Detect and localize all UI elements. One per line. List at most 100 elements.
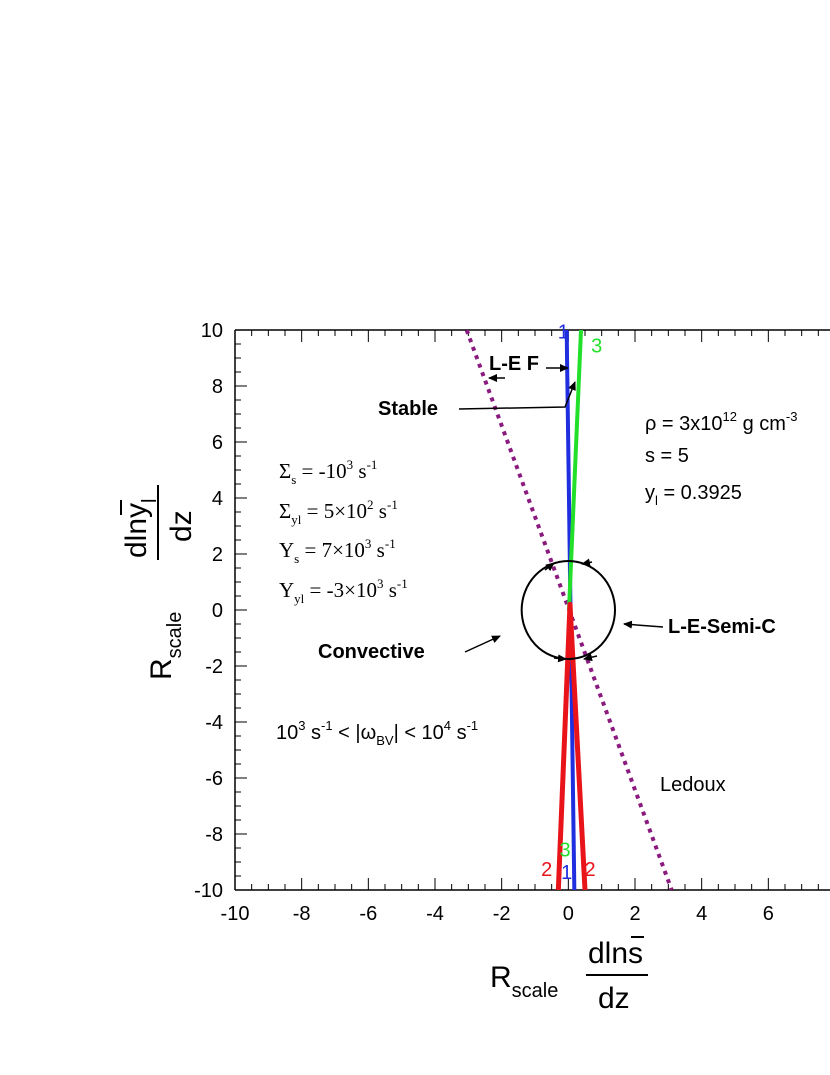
y-axis-main: R (145, 658, 178, 680)
yl-sub: l (655, 493, 658, 508)
circle-arrow-bottom-right (583, 653, 598, 662)
rho-post: g cm (737, 413, 786, 435)
x-axis-main: R (490, 961, 512, 994)
sigma-yl-exp: 2 (367, 497, 374, 512)
omega-b-exp: -1 (321, 718, 333, 733)
x-tick-label: 2 (629, 903, 640, 925)
upsilon-s-mid: = 7×10 (299, 538, 365, 562)
y-tick-label: -10 (194, 880, 223, 902)
curve-label: 3 (591, 335, 602, 357)
omega-d: | < 10 (394, 722, 444, 744)
y-tick-label: -2 (205, 656, 223, 678)
stable-arrow (458, 381, 576, 410)
circle-arrow-bottom-left (553, 654, 567, 663)
upsilon-s-exp: 3 (365, 536, 372, 551)
yl-post: = 0.3925 (658, 482, 742, 504)
rho-pre: ρ = 3x10 (645, 413, 723, 435)
sigma-yl-post: s (374, 499, 387, 523)
convective-label: Convective (318, 641, 425, 663)
upsilon-s-label: Υs = 7×103 s-1 (279, 536, 396, 566)
semi-arrow (623, 620, 664, 629)
omega-c-sub: BV (376, 733, 394, 748)
x-axis-title-main: Rscale (490, 961, 558, 1002)
y-axis-title: Rscale dlnyl dz (120, 485, 198, 680)
x-tick-label: 6 (763, 903, 774, 925)
stable-label: Stable (378, 398, 438, 420)
y-tick-label: 6 (212, 432, 223, 454)
rho-exp: 12 (723, 409, 737, 424)
x-tick-label: 0 (563, 903, 574, 925)
y-tick-label: 4 (212, 488, 223, 510)
x-tick-label: -6 (359, 903, 377, 925)
upsilon-yl-pre: Υ (279, 578, 294, 602)
omega-e-exp: -1 (467, 718, 479, 733)
omega-a: 10 (276, 722, 298, 744)
series-layer (464, 330, 674, 890)
sigma-s-sub: s (291, 472, 296, 487)
y-axis-sub: scale (164, 612, 186, 659)
rho-exp2: -3 (786, 409, 798, 424)
cycle-circle (520, 560, 616, 660)
circle-arrow-top-left (544, 562, 555, 572)
series-2 (555, 601, 588, 890)
sigma-s-exp: 3 (347, 457, 354, 472)
x-tick-label: -2 (493, 903, 511, 925)
y-tick-label: -8 (205, 824, 223, 846)
y-axis-num-sub: l (139, 499, 161, 503)
x-axis-num: dlns (588, 937, 643, 970)
upsilon-yl-exp: 3 (377, 576, 384, 591)
y-tick-label: 0 (212, 600, 223, 622)
omega-d-exp: 4 (444, 718, 451, 733)
circle-arrow-top-right (581, 558, 593, 567)
x-tick-label: -8 (293, 903, 311, 925)
curve-label: 1 (558, 321, 569, 343)
s-label: s = 5 (645, 445, 689, 467)
y-axis-num: dlnyl (120, 499, 161, 559)
sigma-yl-sub: yl (291, 512, 302, 527)
upsilon-s-post: s (371, 538, 384, 562)
ledoux-label: Ledoux (660, 774, 726, 796)
sigma-yl-exp2: -1 (387, 497, 398, 512)
semi-label: L-E-Semi-C (668, 616, 776, 638)
sigma-s-post: s (353, 459, 366, 483)
sigma-yl-mid: = 5×10 (301, 499, 367, 523)
upsilon-s-pre: Υ (279, 538, 294, 562)
y-tick-label: 2 (212, 544, 223, 566)
sigma-s-label: Σs = -103 s-1 (279, 457, 377, 487)
curve-label: 1 (561, 862, 572, 884)
upsilon-yl-exp2: -1 (397, 576, 408, 591)
le-f-label: L-E F (489, 353, 539, 375)
y-axis-num-main: dlny (120, 503, 153, 558)
convective-arrow (464, 635, 501, 653)
curve-label: 3 (559, 839, 570, 861)
omega-a-exp: 3 (298, 718, 305, 733)
x-axis-sub: scale (512, 980, 559, 1002)
sigma-yl-pre: Σ (279, 499, 291, 523)
x-tick-label: -10 (221, 903, 250, 925)
omega-e: s (451, 722, 467, 744)
upsilon-yl-post: s (383, 578, 396, 602)
rho-label: ρ = 3x1012 g cm-3 (645, 409, 797, 435)
y-axis-den: dz (165, 510, 198, 542)
upsilon-s-sub: s (294, 551, 299, 566)
omega-b: s (305, 722, 321, 744)
x-axis-title: Rscale dlns dz (490, 936, 648, 1015)
x-axis-den: dz (598, 982, 630, 1015)
omega-c: < |ω (333, 722, 377, 744)
y-tick-label: -6 (205, 768, 223, 790)
circle-ring (520, 560, 616, 660)
curve-label: 2 (584, 859, 595, 881)
y-tick-label: 10 (201, 320, 223, 342)
x-tick-label: -4 (426, 903, 444, 925)
y-axis-title-main: Rscale (145, 612, 186, 680)
y-tick-label: -4 (205, 712, 223, 734)
sigma-s-exp2: -1 (367, 457, 378, 472)
curve-label: 2 (541, 859, 552, 881)
sigma-s-mid: = -10 (296, 459, 346, 483)
yl-label: yl = 0.3925 (645, 482, 742, 508)
upsilon-s-exp2: -1 (385, 536, 396, 551)
series-3 (567, 330, 583, 611)
